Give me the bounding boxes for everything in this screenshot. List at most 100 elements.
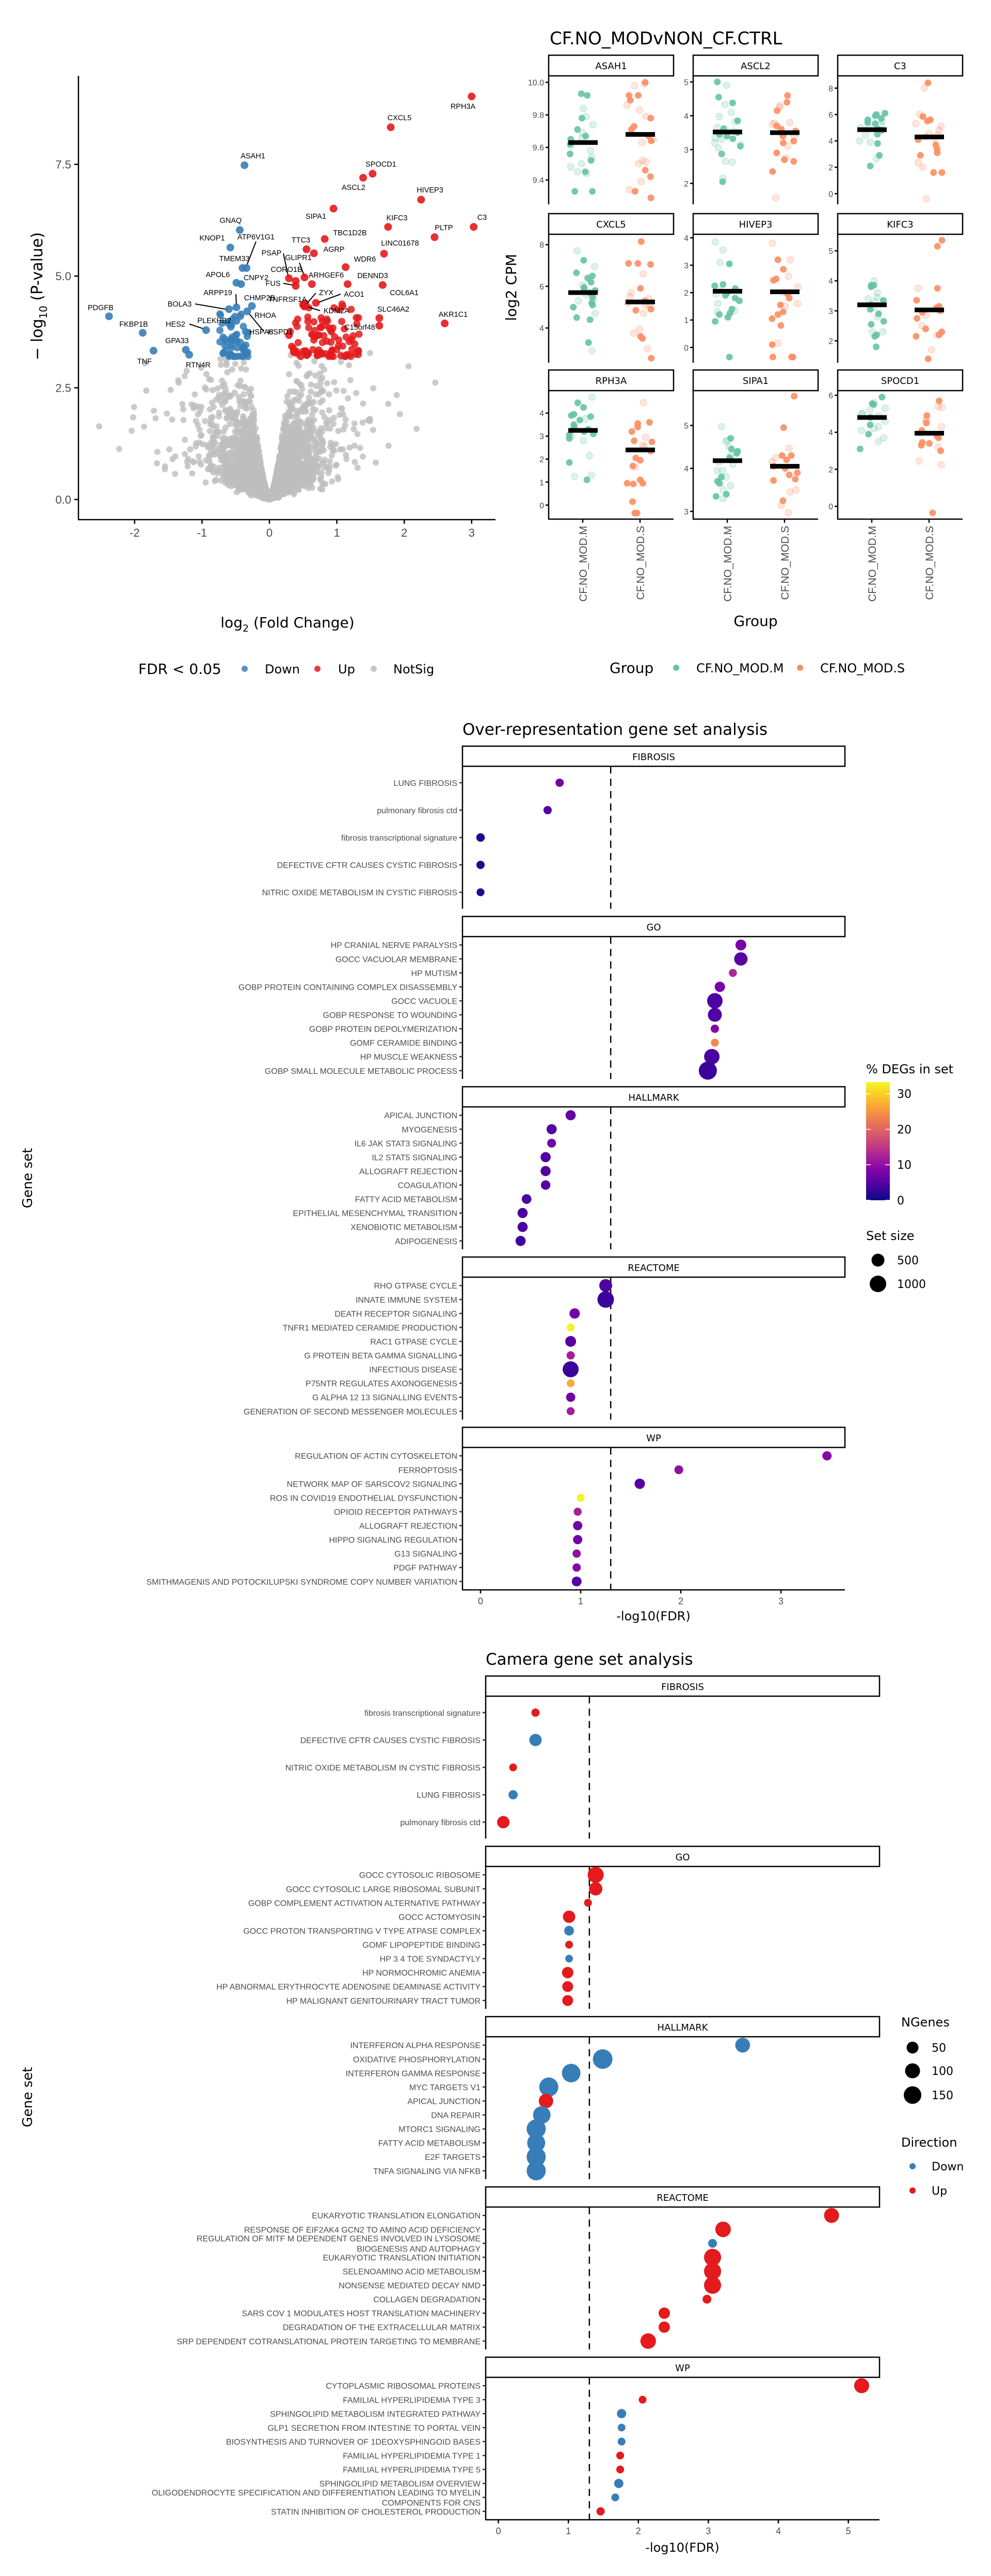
notsig-point [335,476,342,482]
notsig-point [291,469,298,475]
gene-set-point [566,1392,576,1402]
notsig-point [206,406,213,413]
notsig-point [181,373,188,379]
notsig-point [333,387,340,394]
expression-strip-plots: CF.NO_MODvNON_CF.CTRL Group log2 CPM Gro… [503,28,964,677]
gene-set-point [538,2094,553,2108]
gene-set-point [509,1763,517,1772]
expression-legend-title: Group [610,659,653,677]
gene-set-point [824,2208,839,2223]
gene-label: KIFC3 [386,214,407,222]
legend-up-swatch [314,666,321,672]
sample-point [777,301,784,309]
y-tick-label: 3 [684,508,689,517]
size-legend-label: 150 [932,2089,953,2102]
facet-strip [692,54,819,77]
facet-strip-label: GO [675,1852,690,1863]
median-bar [857,127,887,132]
down-point [226,321,234,329]
up-point [349,332,357,340]
gene-set-point [569,1308,580,1319]
up-point [354,347,362,355]
labeled-gene-point [238,264,247,272]
gene-set-label: NITRIC OXIDE METABOLISM IN CYSTIC FIBROS… [262,889,457,897]
sample-point [874,140,881,147]
up-point [318,339,326,346]
notsig-point [330,421,337,427]
gene-set-point [562,2064,581,2083]
gene-label: CHMP2B [244,294,275,302]
gene-set-label: INTERFERON GAMMA RESPONSE [346,2069,481,2078]
gene-set-point [704,2248,722,2266]
label-connector [283,253,289,278]
notsig-point [293,479,299,486]
notsig-point [211,450,218,457]
facet-strip [461,915,846,938]
sample-point [637,178,645,185]
labeled-gene-point [226,244,234,252]
gene-label: WDR6 [354,255,376,264]
y-tick-label: 3 [684,146,689,155]
gene-label: APOL6 [206,271,230,279]
y-tick-label: 4 [828,137,833,146]
notsig-point [335,428,342,434]
facet-strip-label: HALLMARK [628,1092,679,1103]
up-point [304,350,312,358]
sample-point [721,101,729,108]
facet-strip-label: GO [646,922,661,933]
gene-set-label: SRP DEPENDENT COTRANSLATIONAL PROTEIN TA… [177,2338,481,2346]
size-legend-circle [903,2086,922,2104]
sample-point [871,333,878,340]
gene-label: KDM2A [324,307,349,315]
sample-point [589,301,596,309]
y-tick-label: 3 [539,432,544,441]
sample-point [864,119,871,126]
sample-point [637,238,645,245]
up-point [347,305,355,313]
notsig-point [351,459,358,465]
notsig-point [354,431,361,438]
labeled-gene-point [248,302,256,310]
camera-x-axis-title: -log10(FDR) [645,2540,719,2555]
sample-point [857,427,865,434]
gene-set-point [638,2395,647,2404]
gene-set-point [597,1291,614,1308]
gene-set-point [704,1049,720,1065]
notsig-point [309,411,315,418]
up-point [327,339,335,346]
sample-point [589,121,597,128]
notsig-point [253,455,260,462]
notsig-point [312,443,319,450]
facet-strip [548,213,675,235]
notsig-point [317,380,324,387]
gene-label: RPH3A [451,103,476,111]
sample-point [779,497,787,504]
axis-title-part: log [220,614,243,631]
gene-set-label: GOMF CERAMIDE BINDING [350,1039,457,1048]
gene-set-label: GLP1 SECRETION FROM INTESTINE TO PORTAL … [267,2424,481,2433]
sample-point [769,353,776,361]
ora-x-axis-title: -log10(FDR) [616,1609,690,1623]
notsig-point [229,473,236,480]
notsig-point [293,378,300,384]
gene-label: HSPA8 [249,328,273,336]
sample-point [567,163,574,171]
gene-set-point [533,2106,551,2124]
notsig-point [196,458,203,465]
notsig-point [229,366,235,373]
notsig-point [359,419,366,426]
sample-point [924,355,932,362]
labeled-gene-point [359,173,367,182]
notsig-point [191,391,198,398]
sample-point [872,155,880,163]
notsig-point [167,387,174,393]
gene-set-point [526,2119,546,2139]
sample-point [769,239,776,247]
